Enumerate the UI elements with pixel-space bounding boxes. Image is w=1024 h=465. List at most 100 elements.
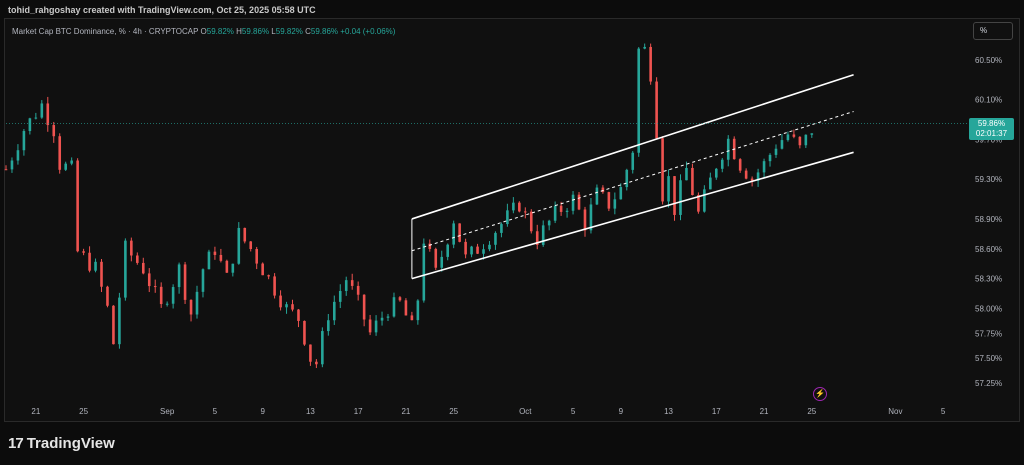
x-tick-label: Nov [888, 407, 902, 416]
candle-body [4, 169, 8, 171]
channel-mid-line[interactable] [411, 111, 854, 252]
candle-body [691, 167, 694, 195]
candle-body [595, 187, 599, 205]
candle-body [28, 118, 32, 132]
candle-body [547, 220, 551, 226]
candle-body [673, 176, 676, 215]
candle-body [243, 227, 247, 242]
candle-body [368, 319, 372, 333]
candle-body [577, 194, 581, 210]
x-tick-label: 9 [260, 407, 265, 416]
candle-body [643, 46, 646, 49]
channel-upper-line[interactable] [411, 73, 854, 220]
candle-body [798, 136, 802, 146]
candle-body [518, 202, 521, 212]
x-tick-label: 25 [449, 407, 458, 416]
candle-body [697, 194, 700, 212]
chart-pane[interactable] [4, 18, 1020, 422]
candle-body [249, 241, 253, 249]
x-tick-label: 9 [619, 407, 624, 416]
lightning-icon[interactable]: ⚡ [813, 387, 827, 401]
x-tick-label: 5 [941, 407, 946, 416]
candle-body [506, 210, 509, 225]
x-tick-label: 5 [213, 407, 218, 416]
candle-body [22, 131, 26, 151]
candle-body [667, 176, 670, 202]
candle-body [601, 187, 605, 193]
y-tick-label: 58.00% [975, 304, 1002, 313]
candle-body [535, 231, 539, 245]
candle-body [380, 317, 384, 321]
tradingview-footer[interactable]: 17 TradingView [8, 435, 115, 452]
candle-body [207, 251, 211, 270]
candle-body [470, 246, 473, 255]
candle-body [356, 285, 360, 295]
candle-body [327, 320, 330, 332]
candle-body [40, 103, 44, 118]
candle-body [165, 303, 169, 305]
candle-body [482, 249, 485, 254]
candle-body [309, 344, 312, 362]
candle-body [774, 148, 778, 155]
x-tick-label: 21 [401, 407, 410, 416]
candle-body [130, 240, 133, 256]
candle-body [649, 46, 652, 82]
candle-body [303, 320, 306, 345]
symbol-legend[interactable]: Market Cap BTC Dominance, % · 4h · CRYPT… [12, 27, 395, 36]
symbol-name: Market Cap BTC Dominance, % · 4h · CRYPT… [12, 27, 199, 36]
candle-body [141, 262, 145, 274]
candle-body [201, 269, 205, 292]
candle-body [452, 223, 455, 245]
candle-body [386, 316, 390, 318]
x-tick-label: 21 [31, 407, 40, 416]
channel-lower-line[interactable] [411, 151, 854, 280]
candle-body [374, 320, 378, 333]
percent-scale-button[interactable]: % [973, 22, 1013, 40]
candle-body [398, 297, 402, 301]
candle-body [685, 167, 688, 181]
candle-body [112, 305, 115, 345]
y-tick-label: 57.75% [975, 329, 1002, 338]
candle-body [225, 260, 229, 273]
candle-body [476, 246, 479, 254]
x-tick-label: 21 [760, 407, 769, 416]
candle-body [321, 331, 324, 365]
candle-body [410, 315, 414, 321]
candle-body [422, 243, 426, 301]
candle-body [88, 252, 91, 271]
candle-body [607, 192, 611, 209]
candle-body [571, 194, 575, 211]
candle-body [338, 290, 342, 302]
legend-high-label: H [236, 27, 242, 36]
candle-body [219, 254, 223, 261]
candle-body [285, 304, 288, 308]
x-tick-label: 17 [354, 407, 363, 416]
y-tick-label: 58.30% [975, 275, 1002, 284]
candle-body [147, 273, 151, 287]
x-tick-label: 25 [807, 407, 816, 416]
candle-body [70, 160, 73, 164]
candle-body [100, 261, 103, 287]
candle-body [434, 248, 438, 268]
candle-body [762, 161, 766, 173]
candle-body [744, 170, 748, 179]
candle-body [195, 291, 199, 315]
candle-body [804, 134, 808, 146]
candle-body [171, 287, 175, 304]
y-tick-label: 59.30% [975, 175, 1002, 184]
candle-body [279, 295, 282, 308]
x-tick-label: 13 [664, 407, 673, 416]
candle-body [213, 251, 217, 255]
candle-body [559, 205, 563, 212]
candle-body [52, 125, 56, 137]
legend-high: 59.86% [241, 27, 270, 36]
y-tick-label: 57.25% [975, 379, 1002, 388]
candle-body [583, 209, 587, 231]
candle-body [231, 263, 235, 273]
tradingview-logo-icon: 17 [8, 435, 24, 452]
candle-body [720, 159, 724, 169]
legend-open: 59.82% [206, 27, 234, 36]
candle-body [416, 300, 420, 321]
legend-close: 59.86% [310, 27, 339, 36]
